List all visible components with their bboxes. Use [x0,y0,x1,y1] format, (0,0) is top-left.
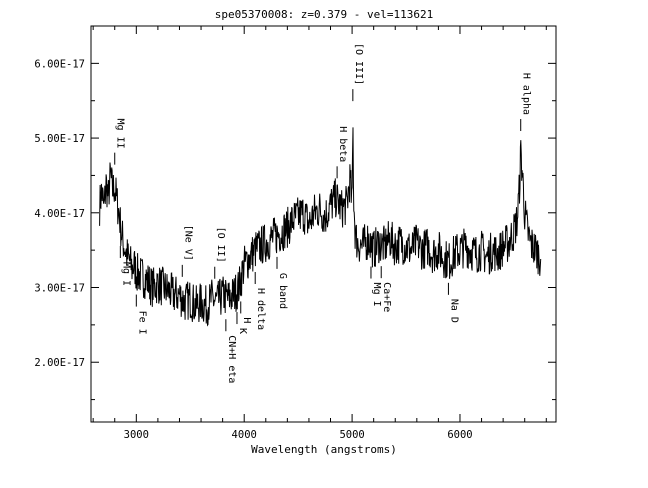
x-axis: 3000 4000 5000 6000 [92,26,547,441]
y-tick-label: 4.00E-17 [34,208,85,220]
spectral-line-label: [O II] [215,227,226,263]
spectral-line-label: Na D [448,299,459,323]
x-tick-label: 3000 [124,429,149,441]
spectral-line-label: H alpha [521,73,532,115]
y-tick-label: 5.00E-17 [34,133,85,145]
plot-frame [90,25,557,423]
spectral-line-label: H [241,317,252,323]
x-tick-label: 4000 [232,429,257,441]
x-tick-label: 5000 [339,429,364,441]
spectral-line-label: G band [277,273,288,309]
spectral-line-label: CN+H eta [226,335,237,383]
x-axis-label: Wavelength (angstroms) [251,443,397,456]
y-tick-label: 2.00E-17 [34,357,85,369]
spectral-line-label: [Ne V] [182,225,193,261]
spectral-line-label: K [237,328,248,334]
emission-absorption-line-labels: Mg II [Ne V] [O II] H beta [O III] H alpha Mg … [114,43,532,383]
chart-title: spe05370008: z=0.379 - vel=113621 [215,8,434,21]
spectral-line-label: H beta [337,126,348,162]
spectral-line-label: Fe I [136,311,147,335]
spectrum-series-line [99,127,542,327]
spectral-line-label: Mg II [115,119,126,149]
y-axis: 2.00E-17 3.00E-17 4.00E-17 5.00E-17 6.00E-17 [34,58,556,401]
y-tick-label: 3.00E-17 [34,283,85,295]
y-tick-label: 6.00E-17 [34,58,85,70]
x-tick-label: 6000 [447,429,472,441]
spectral-line-label: [O III] [353,43,364,85]
spectral-line-label: Mg I [371,283,382,307]
spectral-line-label: Ca+Fe [381,282,392,312]
spectral-line-label: Mg I [120,262,131,286]
spectral-line-label: H delta [255,288,266,330]
